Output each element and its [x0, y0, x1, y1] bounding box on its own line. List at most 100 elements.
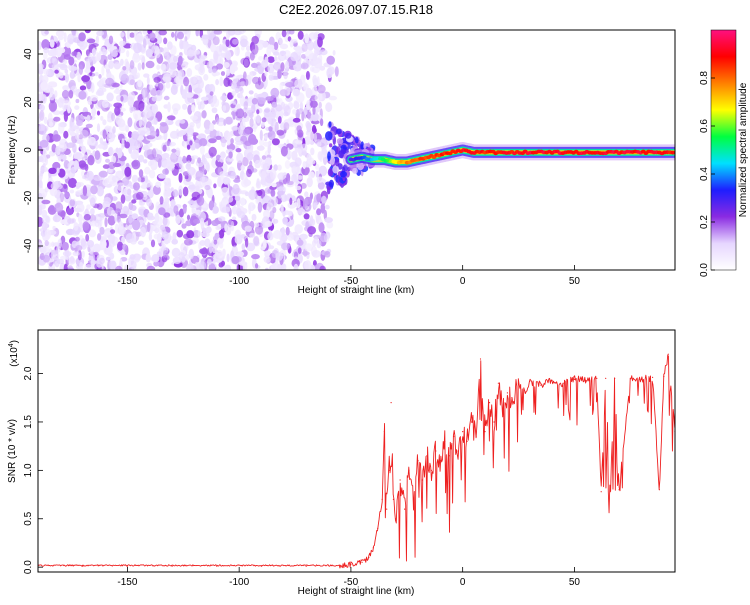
- noise-speckle: [205, 162, 210, 172]
- noise-speckle: [166, 115, 176, 121]
- noise-speckle: [296, 239, 304, 246]
- noise-speckle: [208, 146, 217, 157]
- noise-speckle: [305, 87, 313, 99]
- noise-speckle: [57, 97, 64, 108]
- noise-speckle: [56, 167, 60, 174]
- noise-speckle: [128, 91, 136, 101]
- noise-speckle: [125, 61, 130, 72]
- noise-speckle: [85, 123, 93, 129]
- noise-speckle: [319, 265, 326, 270]
- noise-speckle: [91, 107, 97, 117]
- noise-speckle: [103, 197, 111, 205]
- noise-speckle: [231, 245, 238, 256]
- noise-speckle: [38, 123, 46, 132]
- noise-speckle: [254, 159, 261, 169]
- noise-speckle: [211, 219, 219, 227]
- noise-speckle: [187, 135, 191, 141]
- noise-speckle: [80, 238, 87, 248]
- noise-speckle: [301, 111, 305, 122]
- noise-speckle: [86, 79, 92, 90]
- noise-speckle: [211, 246, 217, 254]
- noise-speckle: [310, 264, 316, 270]
- noise-speckle: [258, 76, 261, 86]
- snr-point: [126, 565, 128, 567]
- noise-speckle: [256, 145, 265, 151]
- noise-speckle: [186, 49, 196, 57]
- noise-speckle: [237, 92, 243, 99]
- noise-speckle: [162, 47, 170, 56]
- noise-speckle: [50, 48, 58, 57]
- noise-speckle: [309, 218, 316, 226]
- noise-speckle: [171, 148, 177, 153]
- signal-ridge-point: [670, 150, 675, 155]
- noise-speckle: [208, 263, 216, 270]
- noise-speckle: [191, 191, 201, 200]
- noise-speckle: [244, 225, 252, 232]
- noise-speckle: [201, 34, 210, 40]
- noise-speckle: [169, 130, 179, 139]
- snr-x-label: Height of straight line (km): [298, 586, 415, 597]
- snr-panel: -150 -100 -50 0 50 0.0 0.5 1.0 1.5 2.0 Height of…: [7, 329, 676, 597]
- noise-speckle: [305, 70, 310, 80]
- noise-speckle: [232, 216, 237, 221]
- noise-speckle: [131, 213, 139, 220]
- noise-speckle: [47, 112, 53, 124]
- transition-blob: [363, 143, 367, 149]
- noise-speckle: [135, 139, 143, 149]
- noise-speckle: [312, 78, 319, 88]
- snr-x-tick-label: -100: [229, 577, 249, 588]
- noise-speckle: [257, 189, 263, 197]
- noise-speckle: [287, 36, 292, 42]
- noise-speckle: [62, 59, 68, 65]
- noise-speckle: [38, 204, 43, 216]
- noise-speckle: [296, 198, 301, 209]
- noise-speckle: [71, 30, 76, 36]
- noise-speckle: [212, 36, 220, 46]
- noise-speckle: [251, 97, 258, 105]
- noise-speckle: [42, 52, 48, 60]
- noise-speckle: [138, 100, 145, 112]
- noise-speckle: [275, 252, 284, 261]
- noise-speckle: [252, 204, 256, 209]
- noise-speckle: [94, 219, 100, 228]
- snr-point: [339, 564, 341, 566]
- snr-point: [399, 479, 401, 481]
- noise-speckle: [208, 84, 214, 89]
- noise-speckle: [249, 160, 253, 167]
- noise-speckle: [309, 100, 318, 108]
- noise-speckle: [151, 96, 158, 102]
- noise-speckle: [201, 227, 207, 233]
- noise-speckle: [234, 195, 241, 201]
- noise-speckle: [142, 89, 146, 99]
- noise-speckle: [63, 184, 68, 189]
- noise-speckle: [214, 232, 220, 239]
- noise-speckle: [261, 122, 265, 128]
- noise-speckle: [318, 101, 322, 109]
- noise-speckle: [41, 192, 46, 202]
- noise-speckle: [164, 184, 170, 191]
- noise-speckle: [198, 211, 206, 222]
- noise-speckle: [213, 30, 223, 35]
- noise-speckle: [48, 100, 58, 112]
- noise-speckle: [105, 158, 110, 163]
- noise-speckle: [128, 215, 133, 224]
- snr-point: [390, 402, 392, 404]
- snr-point: [517, 382, 520, 384]
- noise-speckle: [186, 214, 191, 221]
- noise-speckle: [324, 251, 331, 258]
- noise-speckle: [232, 183, 240, 195]
- transition-blob: [329, 156, 336, 165]
- noise-speckle: [78, 160, 87, 168]
- noise-speckle: [122, 66, 127, 71]
- noise-speckle: [109, 260, 115, 270]
- noise-speckle: [280, 101, 286, 110]
- noise-speckle: [217, 176, 222, 187]
- noise-speckle: [215, 225, 221, 231]
- noise-speckle: [87, 155, 95, 166]
- noise-speckle: [108, 161, 116, 170]
- noise-speckle: [332, 50, 336, 56]
- noise-speckle: [101, 65, 105, 76]
- noise-speckle: [38, 63, 44, 70]
- noise-speckle: [241, 243, 246, 251]
- colorbar-label: Normalized spectral amplitude: [738, 82, 749, 217]
